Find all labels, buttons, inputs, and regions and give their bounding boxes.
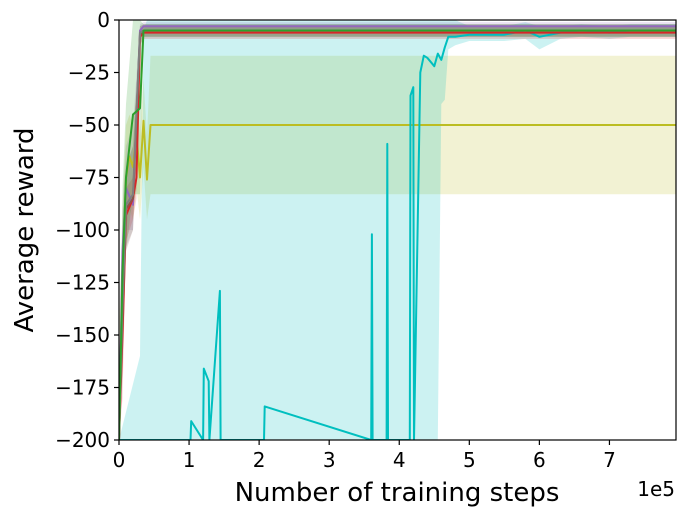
y-tick-label: −75 <box>68 166 110 190</box>
x-tick-label: 6 <box>533 448 546 472</box>
x-tick-label: 5 <box>463 448 476 472</box>
y-tick-label: −125 <box>55 271 110 295</box>
series-1-band <box>119 55 676 440</box>
y-axis-ticks: 0 −25 −50 −75 −100 −125 −150 −175 −200 <box>55 8 119 452</box>
x-tick-label: 3 <box>323 448 336 472</box>
y-tick-label: −100 <box>55 218 110 242</box>
y-tick-label: −150 <box>55 323 110 347</box>
y-tick-label: −175 <box>55 376 110 400</box>
x-tick-label: 1 <box>183 448 196 472</box>
x-tick-label: 4 <box>393 448 406 472</box>
y-tick-label: 0 <box>97 8 110 32</box>
x-axis-label: Number of training steps <box>235 478 560 508</box>
y-tick-label: −200 <box>55 428 110 452</box>
series-7-line <box>119 29 676 440</box>
x-tick-label: 2 <box>253 448 266 472</box>
x-offset-label: 1e5 <box>637 477 675 501</box>
x-axis-ticks: 0 1 2 3 4 5 6 7 <box>113 440 616 472</box>
y-tick-label: −50 <box>68 113 110 137</box>
y-tick-label: −25 <box>68 61 110 85</box>
confidence-bands <box>119 20 676 440</box>
series-lines <box>119 25 676 440</box>
x-tick-label: 7 <box>603 448 616 472</box>
x-tick-label: 0 <box>113 448 126 472</box>
y-axis-label: Average reward <box>10 127 40 332</box>
